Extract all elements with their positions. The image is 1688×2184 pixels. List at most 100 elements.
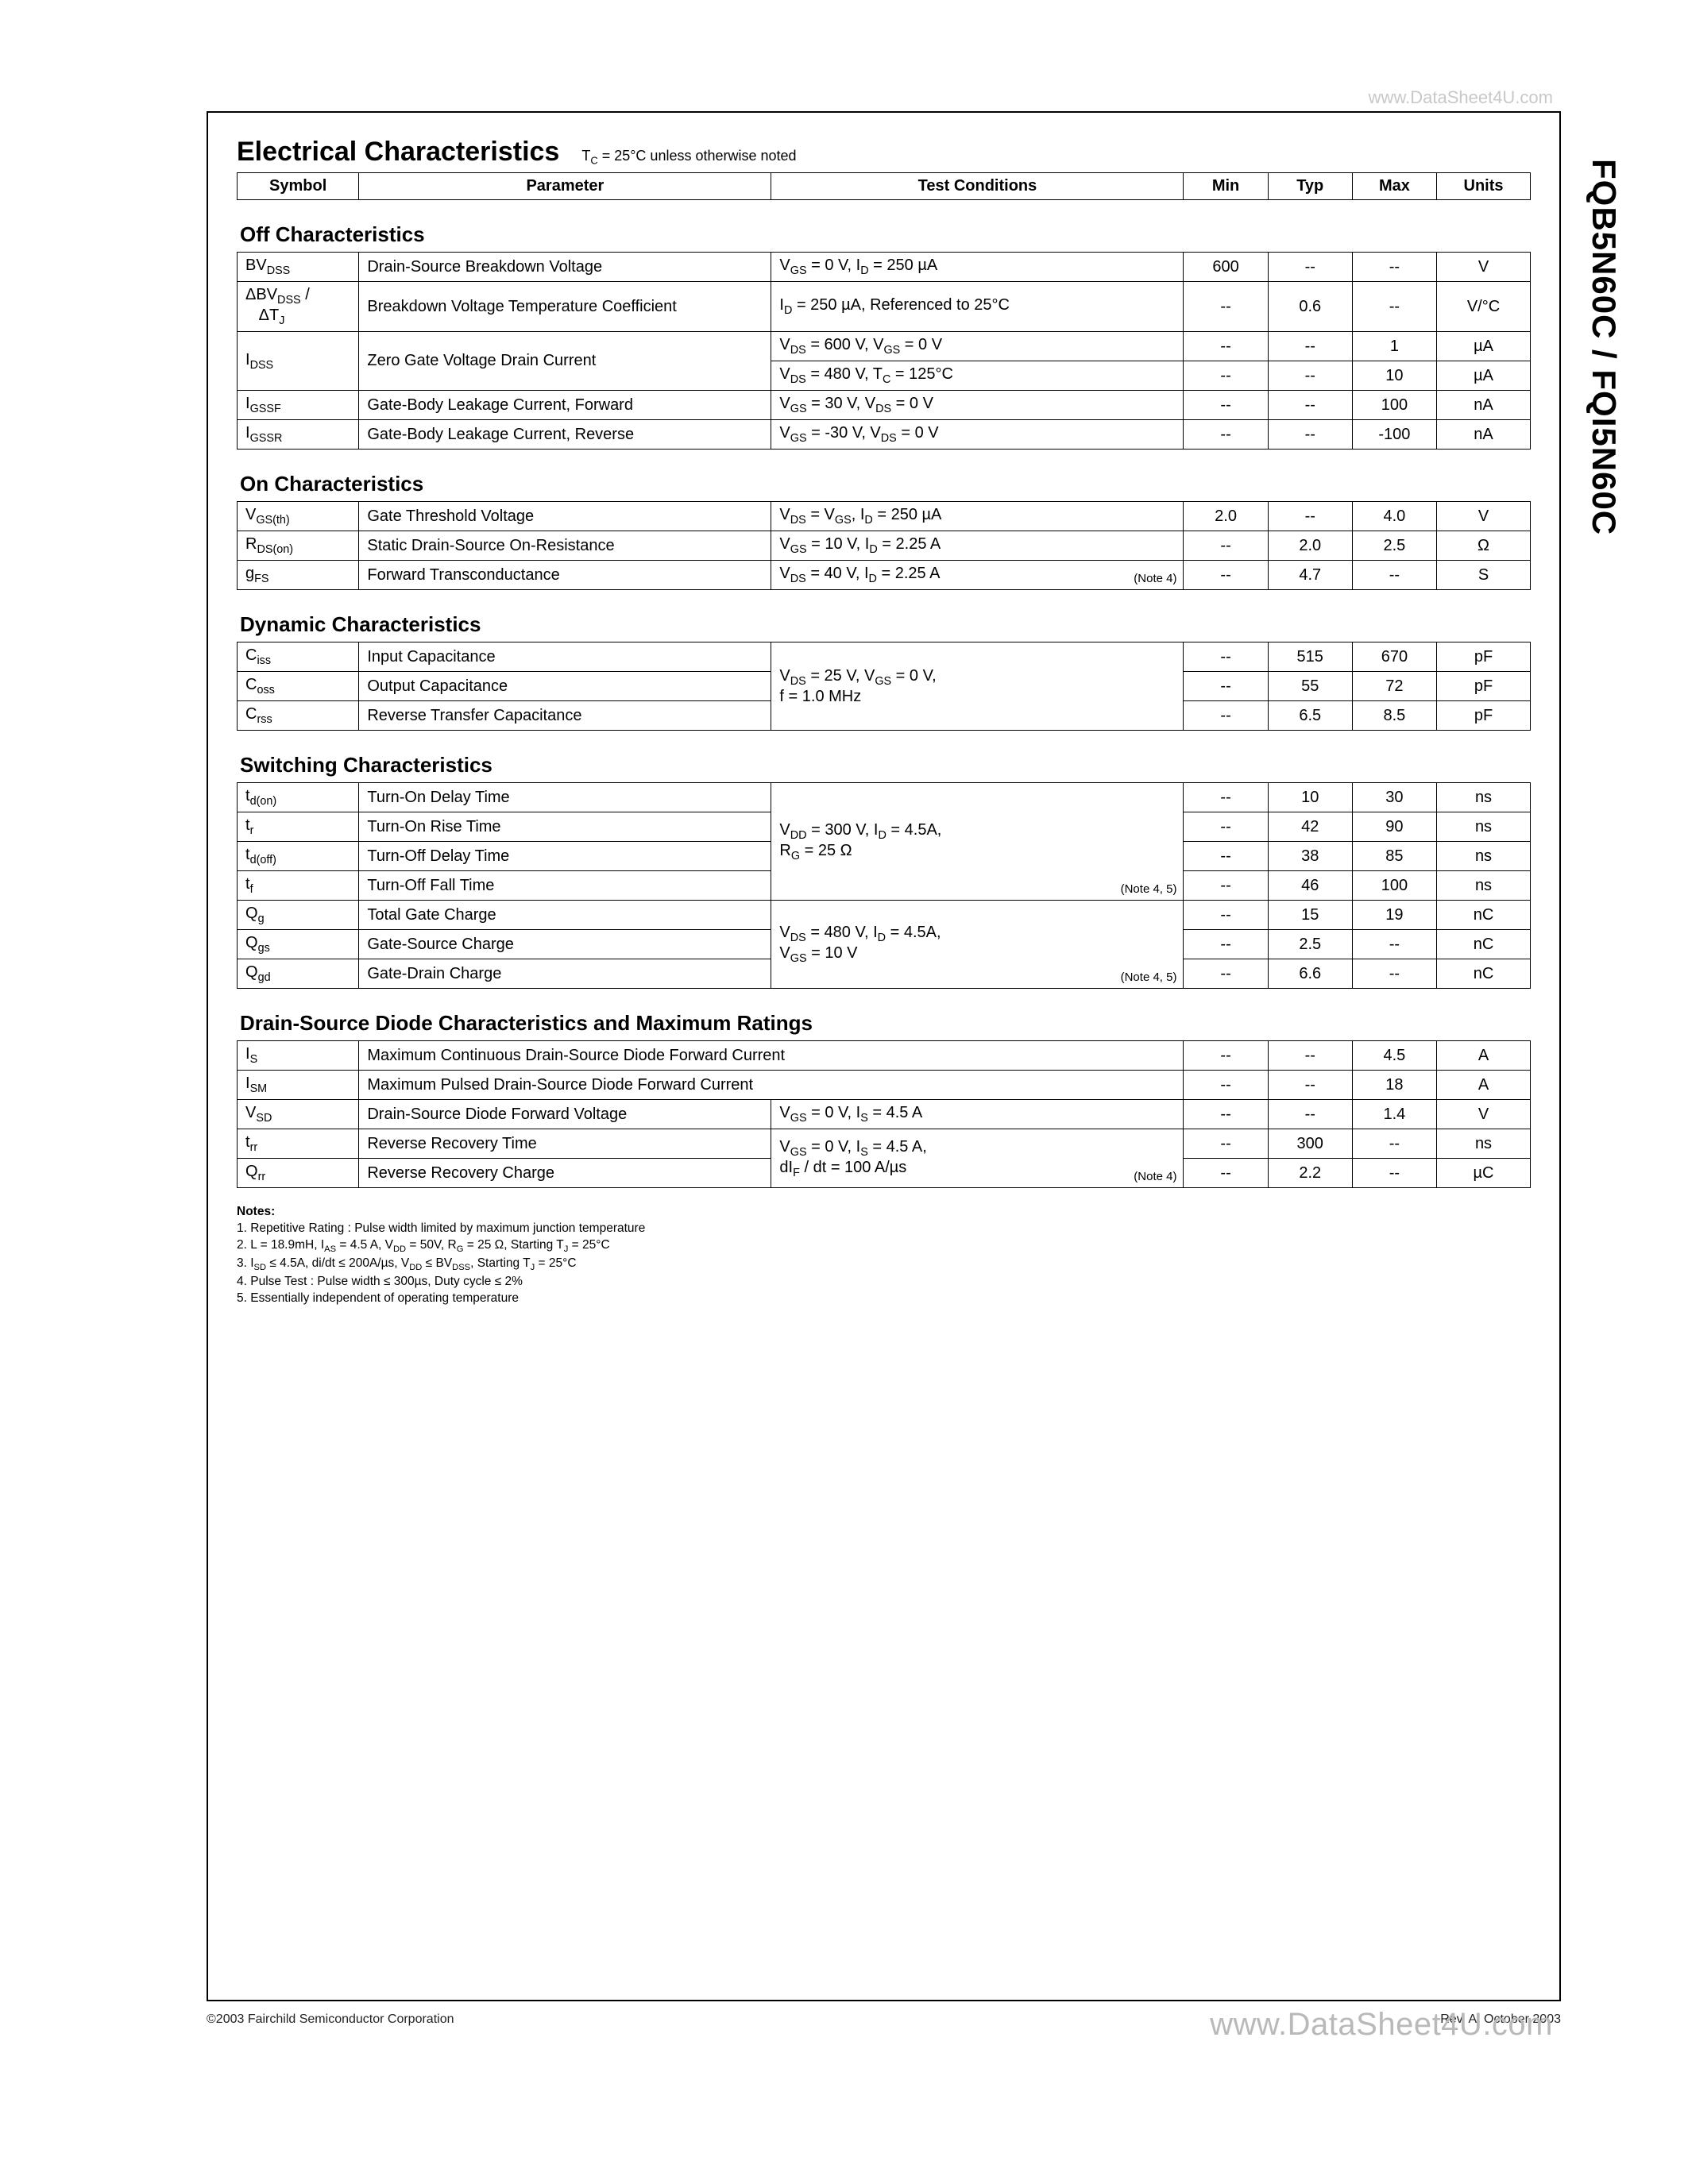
cell-symbol: Coss: [238, 672, 359, 701]
cell-typ: 6.5: [1268, 701, 1352, 731]
cell-parameter: Gate-Source Charge: [359, 930, 771, 959]
cell-min: --: [1184, 332, 1268, 361]
cell-typ: --: [1268, 361, 1352, 391]
table-row: IGSSFGate-Body Leakage Current, ForwardV…: [238, 391, 1531, 420]
cell-max: 19: [1352, 901, 1436, 930]
cell-units: nC: [1437, 930, 1531, 959]
cell-max: 8.5: [1352, 701, 1436, 731]
cell-typ: --: [1268, 420, 1352, 450]
cell-min: --: [1184, 871, 1268, 901]
cell-max: 670: [1352, 642, 1436, 672]
cell-min: --: [1184, 1100, 1268, 1129]
cell-parameter: Output Capacitance: [359, 672, 771, 701]
cell-typ: 15: [1268, 901, 1352, 930]
cell-symbol: td(on): [238, 783, 359, 812]
note-ref: (Note 4, 5): [1121, 970, 1177, 984]
cell-typ: --: [1268, 391, 1352, 420]
section-diode-title: Drain-Source Diode Characteristics and M…: [240, 1011, 1531, 1036]
cell-min: --: [1184, 391, 1268, 420]
cell-conditions: VGS = 30 V, VDS = 0 V: [771, 391, 1184, 420]
table-row: trrReverse Recovery TimeVGS = 0 V, IS = …: [238, 1129, 1531, 1159]
cell-max: --: [1352, 561, 1436, 590]
cell-max: 1.4: [1352, 1100, 1436, 1129]
cell-min: --: [1184, 672, 1268, 701]
cell-min: --: [1184, 1071, 1268, 1100]
cell-conditions: VGS = 0 V, IS = 4.5 A: [771, 1100, 1184, 1129]
note-item: 3. ISD ≤ 4.5A, di/dt ≤ 200A/µs, VDD ≤ BV…: [237, 1256, 1531, 1274]
cell-typ: --: [1268, 253, 1352, 282]
cell-parameter: Breakdown Voltage Temperature Coefficien…: [359, 282, 771, 332]
cell-min: --: [1184, 901, 1268, 930]
col-conditions: Test Conditions: [771, 173, 1184, 200]
cell-typ: 2.2: [1268, 1159, 1352, 1188]
cell-min: --: [1184, 1129, 1268, 1159]
cell-parameter: Reverse Recovery Time: [359, 1129, 771, 1159]
cell-max: 100: [1352, 391, 1436, 420]
cell-max: --: [1352, 1159, 1436, 1188]
cell-min: --: [1184, 282, 1268, 332]
cell-max: 30: [1352, 783, 1436, 812]
cell-symbol: td(off): [238, 842, 359, 871]
cell-typ: 0.6: [1268, 282, 1352, 332]
cell-max: 10: [1352, 361, 1436, 391]
cell-min: --: [1184, 783, 1268, 812]
cell-units: nC: [1437, 959, 1531, 989]
table-row: VGS(th)Gate Threshold VoltageVDS = VGS, …: [238, 502, 1531, 531]
cell-symbol: Qg: [238, 901, 359, 930]
cell-parameter: Drain-Source Breakdown Voltage: [359, 253, 771, 282]
cell-parameter: Turn-Off Fall Time: [359, 871, 771, 901]
col-typ: Typ: [1268, 173, 1352, 200]
cell-conditions: VDS = 25 V, VGS = 0 V,f = 1.0 MHz: [771, 642, 1184, 731]
dynamic-characteristics-table: CissInput CapacitanceVDS = 25 V, VGS = 0…: [237, 642, 1531, 731]
cell-typ: 10: [1268, 783, 1352, 812]
on-characteristics-table: VGS(th)Gate Threshold VoltageVDS = VGS, …: [237, 501, 1531, 590]
cell-typ: 300: [1268, 1129, 1352, 1159]
cell-max: --: [1352, 253, 1436, 282]
cell-parameter: Turn-On Rise Time: [359, 812, 771, 842]
cell-units: ns: [1437, 812, 1531, 842]
cell-max: --: [1352, 959, 1436, 989]
cell-max: -100: [1352, 420, 1436, 450]
cell-conditions: VDS = 480 V, TC = 125°C: [771, 361, 1184, 391]
cell-conditions: VGS = 0 V, IS = 4.5 A,dIF / dt = 100 A/µ…: [771, 1129, 1184, 1188]
table-row: gFSForward TransconductanceVDS = 40 V, I…: [238, 561, 1531, 590]
cell-min: --: [1184, 930, 1268, 959]
cell-parameter: Gate Threshold Voltage: [359, 502, 771, 531]
footer-copyright: ©2003 Fairchild Semiconductor Corporatio…: [207, 2012, 454, 2027]
cell-parameter: Forward Transconductance: [359, 561, 771, 590]
cell-units: nA: [1437, 391, 1531, 420]
cell-units: µA: [1437, 332, 1531, 361]
header-table: Symbol Parameter Test Conditions Min Typ…: [237, 172, 1531, 200]
cell-typ: 4.7: [1268, 561, 1352, 590]
cell-max: 4.5: [1352, 1041, 1436, 1071]
cell-symbol: IDSS: [238, 332, 359, 391]
cell-min: --: [1184, 1159, 1268, 1188]
cell-symbol: Ciss: [238, 642, 359, 672]
cell-parameter: Maximum Pulsed Drain-Source Diode Forwar…: [359, 1071, 1184, 1100]
cell-symbol: IGSSF: [238, 391, 359, 420]
cell-units: ns: [1437, 842, 1531, 871]
cell-max: --: [1352, 282, 1436, 332]
section-dyn-title: Dynamic Characteristics: [240, 612, 1531, 637]
watermark-top: www.DataSheet4U.com: [1369, 87, 1553, 108]
cell-typ: --: [1268, 1100, 1352, 1129]
cell-parameter: Gate-Body Leakage Current, Reverse: [359, 420, 771, 450]
col-min: Min: [1184, 173, 1268, 200]
cell-parameter: Static Drain-Source On-Resistance: [359, 531, 771, 561]
cell-symbol: gFS: [238, 561, 359, 590]
cell-max: 90: [1352, 812, 1436, 842]
cell-units: nC: [1437, 901, 1531, 930]
header-row: Symbol Parameter Test Conditions Min Typ…: [238, 173, 1531, 200]
cell-symbol: IGSSR: [238, 420, 359, 450]
cell-units: Ω: [1437, 531, 1531, 561]
notes-block: Notes: 1. Repetitive Rating : Pulse widt…: [237, 1204, 1531, 1307]
cell-min: --: [1184, 361, 1268, 391]
cell-conditions: VGS = 10 V, ID = 2.25 A: [771, 531, 1184, 561]
cell-typ: 42: [1268, 812, 1352, 842]
cell-units: ns: [1437, 783, 1531, 812]
cell-typ: 2.0: [1268, 531, 1352, 561]
cell-parameter: Turn-Off Delay Time: [359, 842, 771, 871]
col-symbol: Symbol: [238, 173, 359, 200]
tc-condition-note: TC = 25°C unless otherwise noted: [581, 148, 796, 167]
col-parameter: Parameter: [359, 173, 771, 200]
